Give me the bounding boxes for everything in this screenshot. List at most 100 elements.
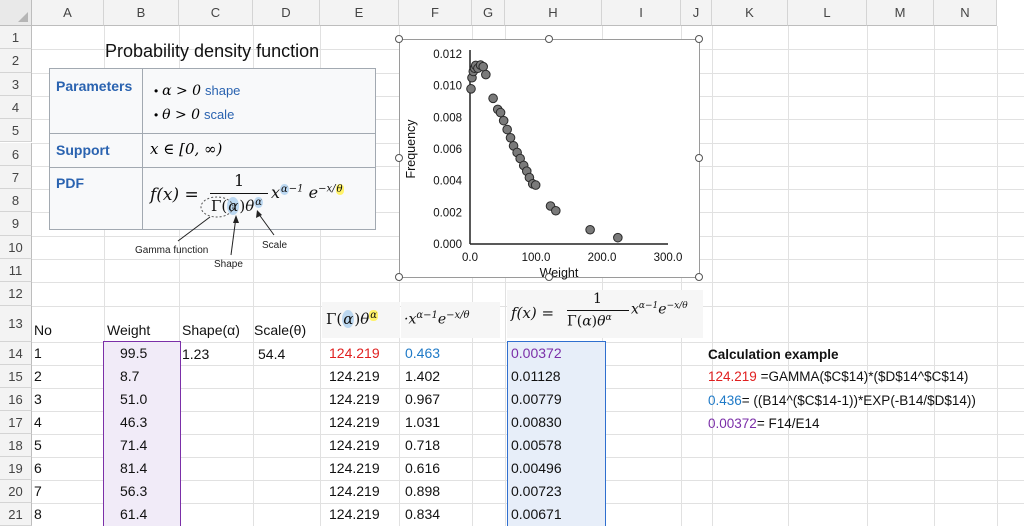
cell-weight[interactable]: 51.0 <box>120 390 148 407</box>
row-header[interactable]: 10 <box>0 235 32 259</box>
cell-weight[interactable]: 71.4 <box>120 437 148 453</box>
chart-resize-handle[interactable] <box>695 35 703 43</box>
row-header[interactable]: 6 <box>0 142 32 166</box>
cell-power-exp-term[interactable]: 1.402 <box>405 367 441 384</box>
column-header[interactable]: G <box>472 0 505 26</box>
row-header[interactable]: 3 <box>0 72 32 96</box>
column-header[interactable]: L <box>788 0 867 26</box>
header-scale[interactable]: Scale(θ) <box>254 322 307 338</box>
row-header[interactable]: 16 <box>0 387 32 411</box>
chart-resize-handle[interactable] <box>695 154 703 162</box>
cell-no[interactable]: 2 <box>34 367 42 384</box>
data-point[interactable] <box>530 180 541 190</box>
select-all-corner[interactable] <box>0 0 32 26</box>
column-header[interactable]: M <box>867 0 934 26</box>
cell-pdf-value[interactable]: 0.00671 <box>511 506 562 523</box>
cell-gamma-term[interactable]: 124.219 <box>329 367 380 384</box>
row-header[interactable]: 1 <box>0 26 32 50</box>
shape-value[interactable]: 1.23 <box>182 346 210 362</box>
cell-pdf-value[interactable]: 0.00372 <box>511 344 562 361</box>
cell-power-exp-term[interactable]: 0.967 <box>405 390 441 407</box>
data-point[interactable] <box>551 205 561 216</box>
column-header[interactable]: H <box>505 0 602 26</box>
row-header[interactable]: 2 <box>0 49 32 73</box>
row-header[interactable]: 15 <box>0 364 32 388</box>
cell-no[interactable]: 7 <box>34 483 42 500</box>
header-no[interactable]: No <box>34 322 52 338</box>
cell-power-exp-term[interactable]: 0.463 <box>405 344 441 361</box>
chart-resize-handle[interactable] <box>395 273 403 281</box>
scatter-chart[interactable]: 0.000 0.002 0.004 0.006 0.008 0.010 0.012 0.0 10… <box>390 30 710 290</box>
column-header[interactable]: K <box>712 0 788 26</box>
row-header[interactable]: 19 <box>0 457 32 481</box>
row-header[interactable]: 14 <box>0 341 32 365</box>
data-point[interactable] <box>478 61 488 72</box>
column-header[interactable]: F <box>399 0 472 26</box>
header-shape[interactable]: Shape(α) <box>182 322 240 338</box>
cell-weight[interactable]: 81.4 <box>120 460 148 477</box>
data-point[interactable] <box>495 107 506 118</box>
column-header[interactable]: E <box>320 0 399 26</box>
data-point[interactable] <box>502 124 512 135</box>
chart-resize-handle[interactable] <box>695 273 703 281</box>
calc-line-1[interactable]: 124.219 =GAMMA($C$14)*($D$14^$C$14) <box>708 369 968 384</box>
cell-no[interactable]: 1 <box>34 344 42 361</box>
cell-power-exp-term[interactable]: 1.031 <box>405 413 441 430</box>
row-header[interactable]: 4 <box>0 95 32 120</box>
data-point[interactable] <box>505 132 516 143</box>
data-point[interactable] <box>585 224 595 235</box>
cell-gamma-term[interactable]: 124.219 <box>329 344 380 361</box>
data-point[interactable] <box>498 115 509 126</box>
column-header[interactable]: B <box>104 0 179 26</box>
cell-pdf-value[interactable]: 0.00830 <box>511 413 562 430</box>
cell-power-exp-term[interactable]: 0.898 <box>405 483 441 500</box>
cell-power-exp-term[interactable]: 0.616 <box>405 460 441 477</box>
chart-resize-handle[interactable] <box>545 273 553 281</box>
row-header[interactable]: 20 <box>0 480 32 504</box>
cell-gamma-term[interactable]: 124.219 <box>329 437 380 453</box>
cell-pdf-value[interactable]: 0.00496 <box>511 460 562 477</box>
cell-gamma-term[interactable]: 124.219 <box>329 390 380 407</box>
row-header[interactable]: 8 <box>0 189 32 213</box>
chart-resize-handle[interactable] <box>395 154 403 162</box>
row-header[interactable]: 21 <box>0 503 32 526</box>
column-header[interactable]: I <box>602 0 681 26</box>
row-header[interactable]: 12 <box>0 282 32 306</box>
cell-gamma-term[interactable]: 124.219 <box>329 460 380 477</box>
row-header[interactable]: 11 <box>0 259 32 283</box>
cell-weight[interactable]: 61.4 <box>120 506 148 523</box>
cell-no[interactable]: 4 <box>34 413 42 430</box>
cell-pdf-value[interactable]: 0.00723 <box>511 483 562 500</box>
cell-pdf-value[interactable]: 0.01128 <box>511 367 561 384</box>
cell-power-exp-term[interactable]: 0.718 <box>405 437 441 453</box>
cell-weight[interactable]: 46.3 <box>120 413 148 430</box>
row-header[interactable]: 9 <box>0 212 32 236</box>
row-header[interactable]: 5 <box>0 119 32 143</box>
calc-line-3[interactable]: 0.00372= F14/E14 <box>708 416 819 431</box>
calc-title[interactable]: Calculation example <box>708 347 839 362</box>
chart-resize-handle[interactable] <box>545 35 553 43</box>
column-header[interactable]: N <box>934 0 997 26</box>
cell-pdf-value[interactable]: 0.00779 <box>511 390 562 407</box>
data-point[interactable] <box>481 69 491 80</box>
column-header[interactable]: C <box>179 0 253 26</box>
cell-pdf-value[interactable]: 0.00578 <box>511 437 562 453</box>
column-header[interactable]: D <box>253 0 320 26</box>
scale-value[interactable]: 54.4 <box>258 346 286 362</box>
header-weight[interactable]: Weight <box>107 322 151 338</box>
cell-power-exp-term[interactable]: 0.834 <box>405 506 441 523</box>
row-header[interactable]: 17 <box>0 410 32 434</box>
data-point[interactable] <box>466 84 476 94</box>
cell-no[interactable]: 3 <box>34 390 42 407</box>
row-header[interactable]: 7 <box>0 165 32 190</box>
chart-frame[interactable] <box>399 39 700 278</box>
column-header[interactable]: A <box>32 0 104 26</box>
cell-weight[interactable]: 99.5 <box>120 344 148 361</box>
cell-weight[interactable]: 8.7 <box>120 367 140 384</box>
cell-gamma-term[interactable]: 124.219 <box>329 413 380 430</box>
chart-resize-handle[interactable] <box>395 35 403 43</box>
cell-no[interactable]: 8 <box>34 506 42 523</box>
cell-gamma-term[interactable]: 124.219 <box>329 506 380 523</box>
column-header[interactable]: J <box>681 0 712 26</box>
